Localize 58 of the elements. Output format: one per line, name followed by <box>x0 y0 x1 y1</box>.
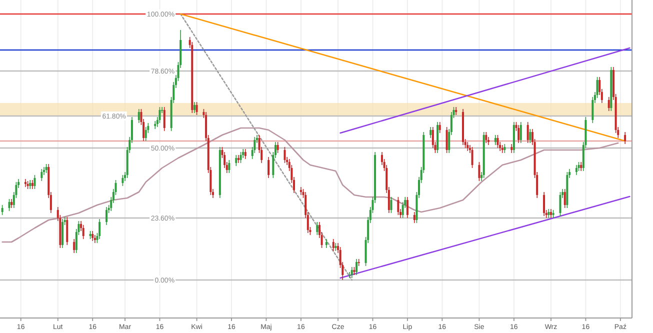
candlestick <box>235 154 238 166</box>
candlestick <box>34 174 36 190</box>
candlestick <box>518 124 520 144</box>
candlestick <box>413 212 416 224</box>
candlestick <box>105 206 108 226</box>
candlestick <box>196 102 198 116</box>
candlestick <box>446 126 448 154</box>
candlestick <box>244 148 246 160</box>
candlestick <box>356 258 358 276</box>
candlestick <box>228 160 230 174</box>
candlestick <box>529 128 532 144</box>
candlestick <box>24 178 26 188</box>
candlestick <box>624 132 626 144</box>
candlestick <box>237 154 240 164</box>
candlestick <box>455 106 458 116</box>
candlestick <box>406 196 408 218</box>
candlestick <box>332 238 334 252</box>
candlestick <box>485 132 488 144</box>
candlestick <box>390 196 392 214</box>
candlestick <box>501 144 504 154</box>
candlestick <box>73 238 76 254</box>
candlestick <box>62 218 64 248</box>
candlestick <box>564 188 566 208</box>
candlestick <box>144 126 147 142</box>
candlestick <box>608 96 610 112</box>
candlestick <box>430 126 432 138</box>
candlestick <box>1 204 4 216</box>
candlestick <box>575 164 578 176</box>
candlestick <box>268 156 270 178</box>
candlestick <box>92 230 94 242</box>
candlestick <box>316 222 318 236</box>
candlestick <box>240 152 242 164</box>
candlestick <box>193 102 196 114</box>
candlestick <box>526 122 529 144</box>
candlestick <box>122 174 124 186</box>
candlestick <box>494 134 496 146</box>
candlestick <box>543 192 546 216</box>
candlestick <box>496 134 499 148</box>
candlestick <box>478 162 480 182</box>
candlestick <box>300 186 302 196</box>
candlestick <box>284 146 286 164</box>
candlestick <box>40 168 43 182</box>
candlestick <box>471 146 474 168</box>
candlestick <box>98 218 101 240</box>
candlestick <box>397 196 400 216</box>
candlestick <box>138 108 140 124</box>
candlestick <box>520 122 522 144</box>
candlestick <box>438 122 441 134</box>
candlestick <box>82 224 84 240</box>
candlestick <box>158 106 161 124</box>
candlestick <box>163 106 166 132</box>
candlestick <box>154 120 156 130</box>
candlestick <box>559 192 562 216</box>
candlestick <box>94 234 96 244</box>
candlestick <box>8 198 10 212</box>
candlestick <box>66 216 68 246</box>
candlestick <box>350 266 353 278</box>
candlestick <box>276 142 279 154</box>
